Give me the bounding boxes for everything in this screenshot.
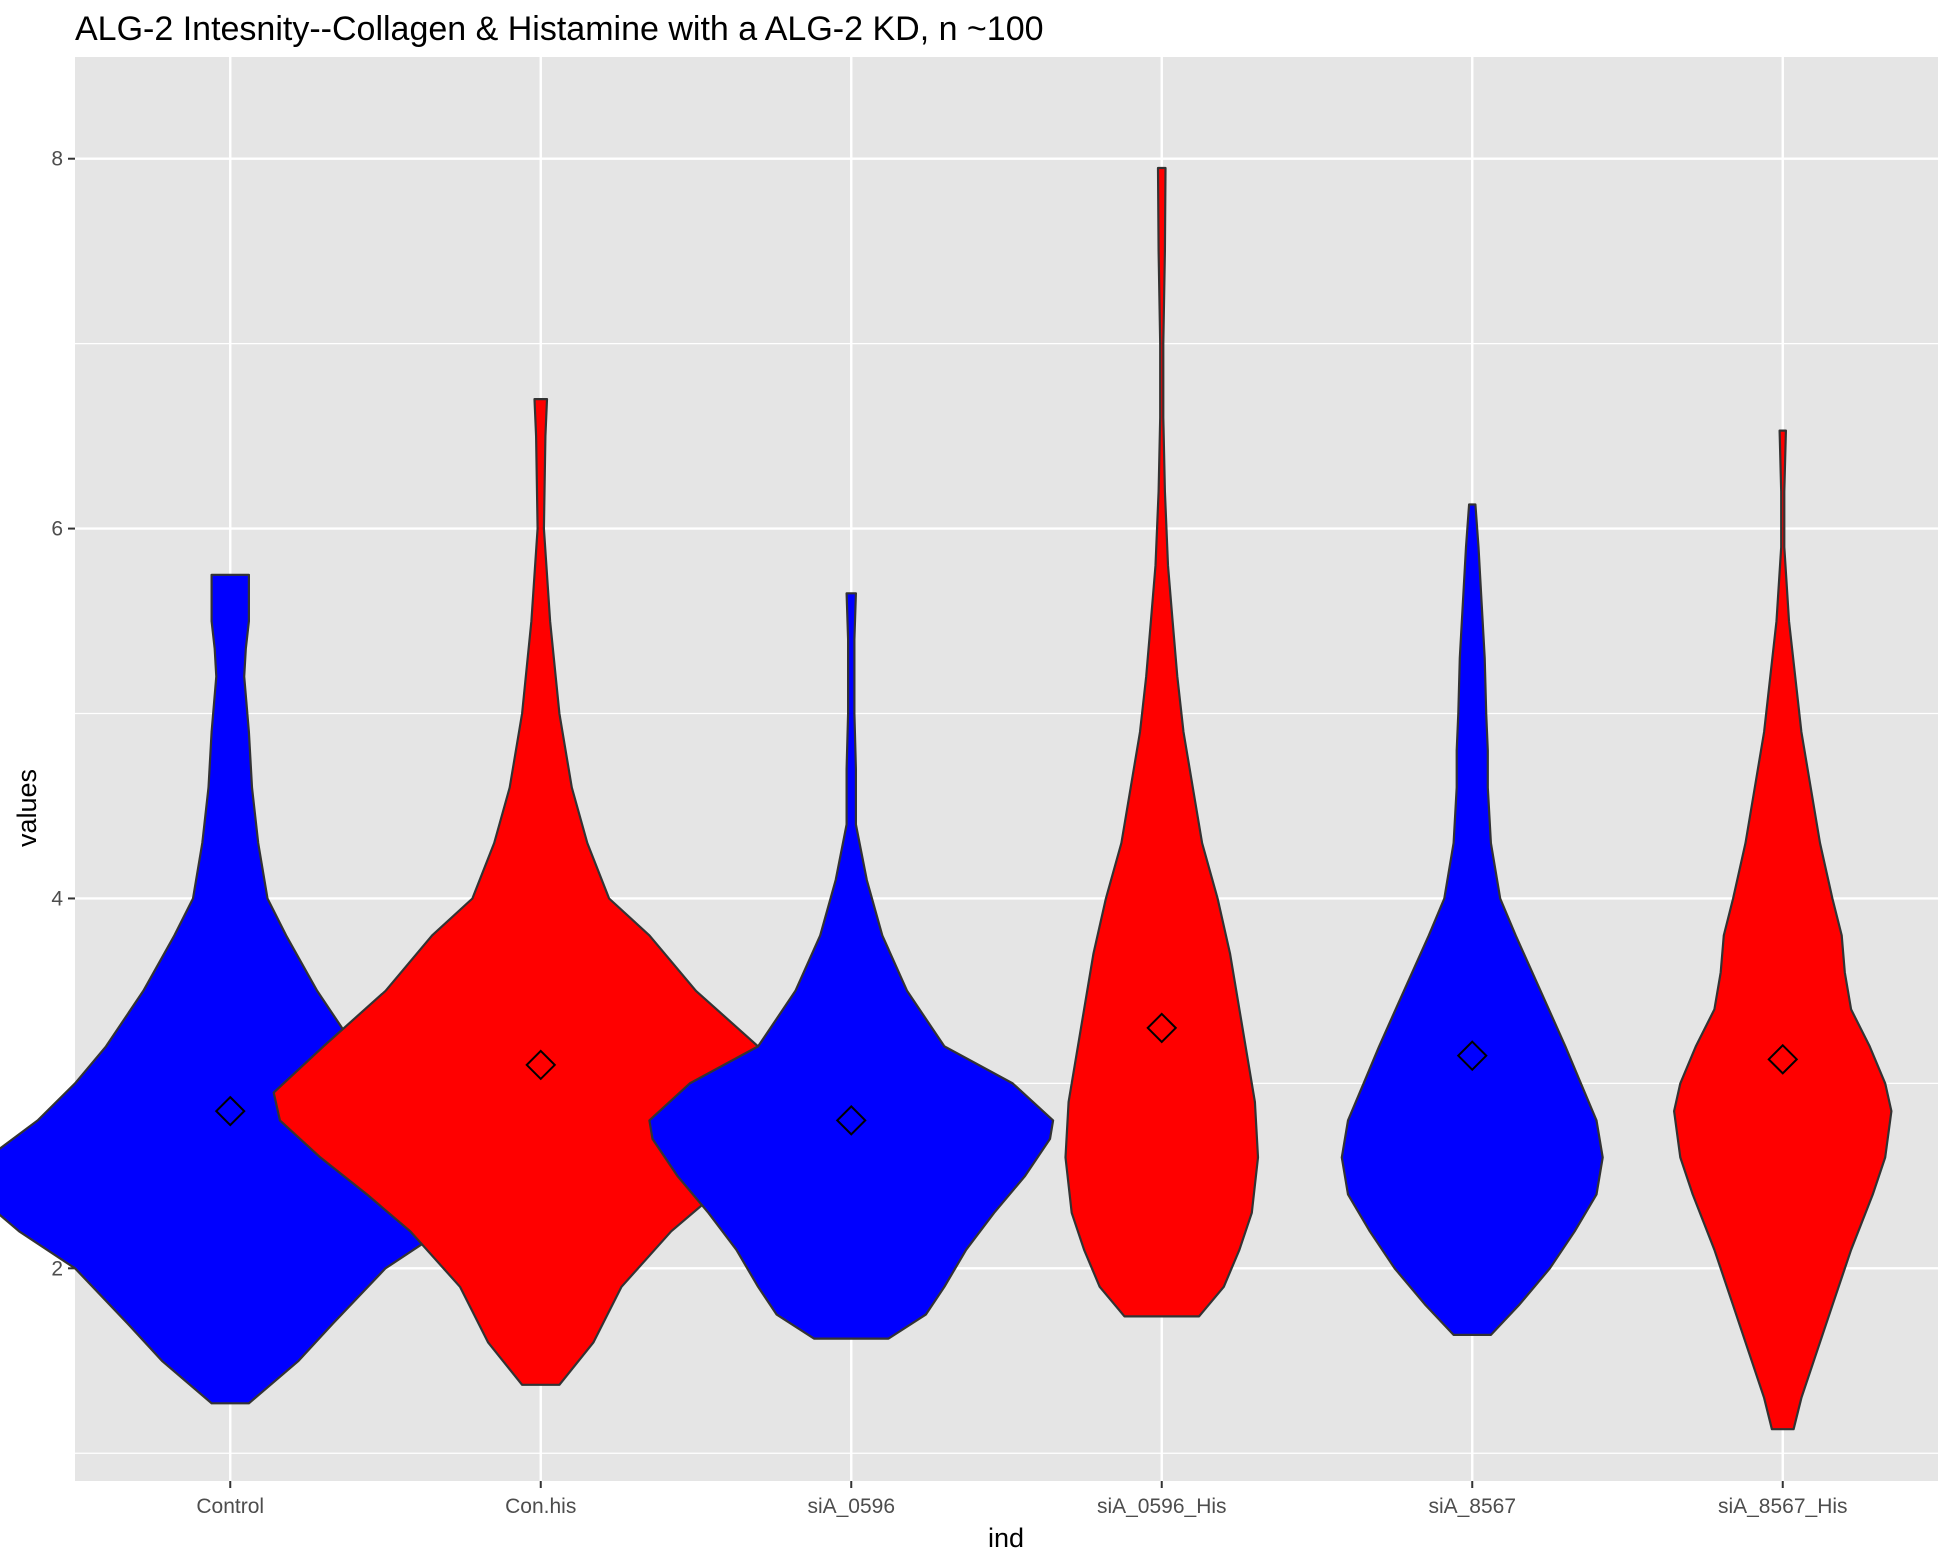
x-tick-label: siA_0596 xyxy=(807,1495,895,1518)
y-axis-title: values xyxy=(12,769,42,847)
mean-diamond-sia-8567-his xyxy=(1767,1043,1799,1075)
violin-sia-0596-his xyxy=(1064,166,1260,1318)
mean-diamond-control xyxy=(214,1095,246,1127)
mean-markers xyxy=(214,1012,1799,1136)
x-tick-label: siA_8567_His xyxy=(1718,1495,1848,1518)
violin-sia-8567 xyxy=(1340,503,1604,1336)
mean-diamond-sia-8567 xyxy=(1456,1040,1488,1072)
y-tick-label: 6 xyxy=(51,518,63,541)
y-tick-label: 2 xyxy=(51,1257,63,1280)
x-tick-label: siA_8567 xyxy=(1428,1495,1516,1518)
y-tick-label: 4 xyxy=(51,887,63,910)
mean-diamond-sia-0596-his xyxy=(1146,1012,1178,1044)
mean-diamond-con-his xyxy=(525,1049,557,1081)
x-tick-label: Con.his xyxy=(505,1495,576,1518)
x-axis: Control Con.his siA_0596 siA_0596_His siA_85… xyxy=(196,1481,1848,1518)
x-tick-label: siA_0596_His xyxy=(1097,1495,1227,1518)
x-axis-title: ind xyxy=(988,1523,1024,1553)
y-tick-label: 8 xyxy=(51,148,63,171)
violin-sia-8567-his xyxy=(1673,429,1893,1431)
y-axis: 2 4 6 8 xyxy=(51,148,75,1280)
chart-title: ALG-2 Intesnity--Collagen & Histamine wi… xyxy=(75,10,1044,48)
mean-diamond-sia-0596 xyxy=(835,1104,867,1136)
violin-sia-0596 xyxy=(648,592,1055,1340)
violins xyxy=(0,166,1893,1431)
x-tick-label: Control xyxy=(196,1495,264,1518)
